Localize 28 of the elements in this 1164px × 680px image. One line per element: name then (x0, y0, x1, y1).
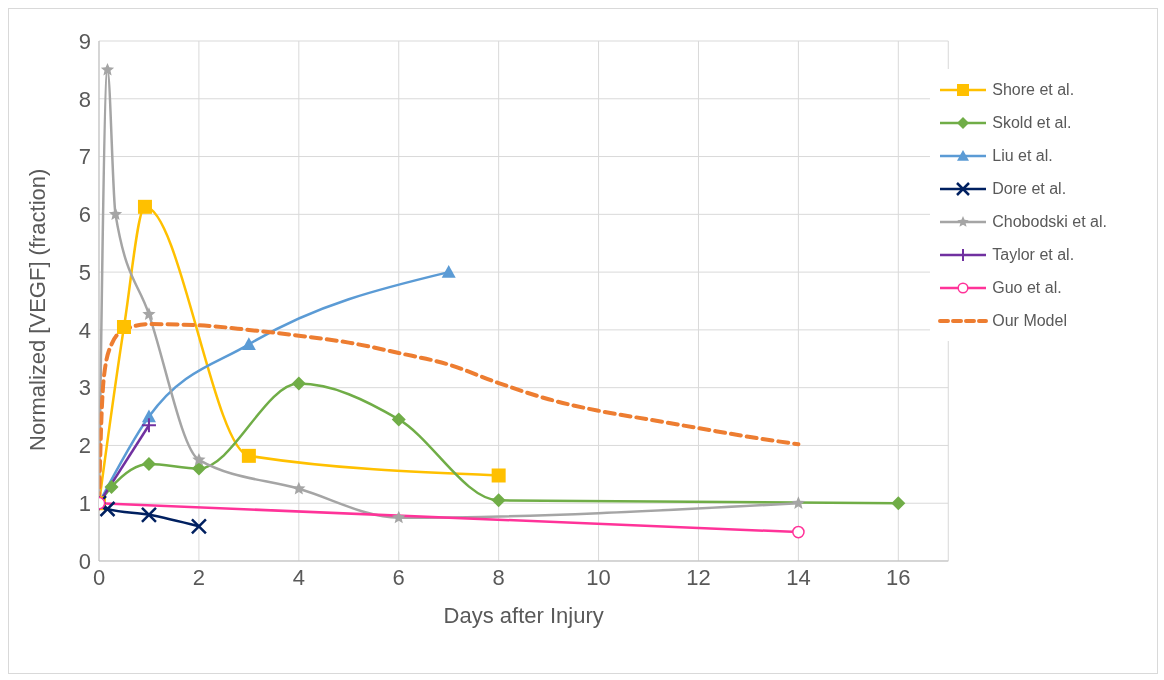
x-tick-label: 4 (292, 564, 305, 590)
legend-label: Taylor et al. (992, 245, 1075, 264)
x-axis-title: Days after Injury (443, 603, 604, 628)
legend-label: Shore et al. (992, 80, 1075, 99)
legend-label: Our Model (992, 311, 1067, 330)
x-tick-label: 10 (586, 564, 611, 590)
y-tick-label: 4 (78, 317, 91, 343)
y-tick-label: 7 (78, 144, 91, 170)
y-tick-label: 5 (78, 259, 91, 285)
legend-label: Liu et al. (992, 146, 1053, 165)
x-tick-label: 14 (786, 564, 811, 590)
y-tick-label: 1 (78, 491, 91, 517)
legend-label: Guo et al. (992, 278, 1062, 297)
y-tick-label: 0 (78, 548, 91, 574)
x-tick-label: 6 (392, 564, 405, 590)
y-tick-label: 8 (78, 86, 91, 112)
y-tick-label: 3 (78, 375, 91, 401)
y-tick-label: 9 (78, 28, 91, 54)
legend-label: Dore et al. (992, 179, 1067, 198)
y-tick-label: 6 (78, 202, 91, 228)
legend-label: Skold et al. (992, 113, 1072, 132)
x-tick-label: 2 (192, 564, 206, 590)
x-tick-label: 12 (686, 564, 711, 590)
x-tick-label: 16 (886, 564, 911, 590)
x-tick-label: 8 (492, 564, 505, 590)
y-axis-title: Normalized [VEGF] (fraction) (24, 168, 50, 451)
legend-label: Chobodski et al. (992, 212, 1107, 231)
y-tick-label: 2 (78, 433, 91, 459)
